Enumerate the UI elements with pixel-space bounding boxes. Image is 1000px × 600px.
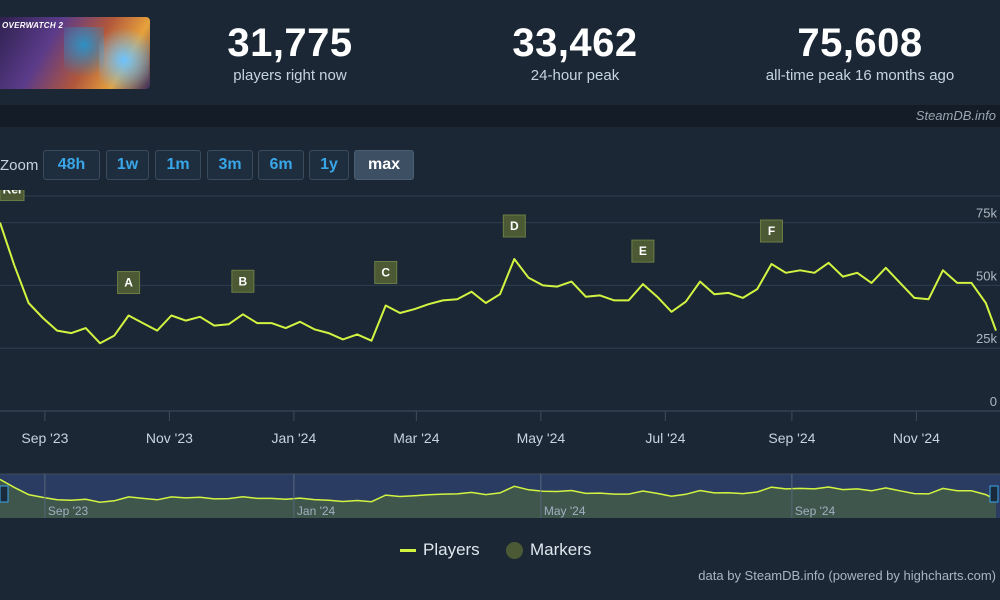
legend-line-icon (400, 548, 416, 552)
x-axis: Sep '23 Nov '23 Jan '24 Mar '24 May '24 Jul '… (21, 411, 940, 446)
marker-flag[interactable]: C (374, 260, 398, 284)
y-tick-label: 75k (976, 206, 997, 221)
marker-flag[interactable]: F (759, 219, 783, 243)
x-tick-label: Nov '24 (893, 430, 940, 446)
legend-markers[interactable]: Markers (506, 540, 591, 560)
y-tick-label: 50k (976, 268, 997, 283)
marker-label: F (768, 224, 775, 238)
navigator-handle-left[interactable] (0, 485, 9, 503)
game-header-image[interactable]: OVERWATCH 2 (0, 17, 150, 89)
players-now-label: players right now (233, 67, 347, 84)
x-tick-label: Nov '23 (146, 430, 193, 446)
all-time-peak-label: all-time peak 16 months ago (765, 67, 955, 84)
marker-label: E (639, 244, 647, 258)
navigator-handle-box (989, 485, 999, 503)
marker-label: Rel (3, 190, 22, 197)
range-navigator[interactable]: Sep '23 Jan '24 May '24 Sep '24 (0, 473, 1000, 518)
players-line (0, 222, 997, 345)
legend-players[interactable]: Players (400, 540, 480, 560)
players-now-stat: 31,775 players right now (200, 20, 380, 86)
daily-peak-stat: 33,462 24-hour peak (485, 20, 665, 86)
zoom-48h-button[interactable]: 48h (43, 150, 100, 180)
navigator-tick-label: Sep '23 (48, 504, 89, 518)
navigator-area (0, 479, 996, 518)
marker-box (374, 260, 398, 284)
game-logo-text: OVERWATCH 2 (2, 21, 64, 30)
marker-box (631, 239, 655, 263)
y-tick-label: 0 (990, 394, 997, 409)
steamdb-brand[interactable]: SteamDB.info (915, 108, 996, 123)
marker-box (502, 214, 526, 238)
marker-flag[interactable]: Rel (0, 190, 25, 202)
marker-label: B (239, 274, 248, 288)
marker-box (231, 269, 255, 293)
marker-label: D (510, 219, 519, 233)
chart-credit[interactable]: data by SteamDB.info (powered by highcha… (698, 568, 996, 583)
marker-box (117, 271, 141, 295)
x-tick-label: Jan '24 (272, 430, 317, 446)
navigator-tick-label: Sep '24 (795, 504, 836, 518)
x-tick-label: Sep '23 (21, 430, 68, 446)
x-tick-label: Sep '24 (768, 430, 815, 446)
marker-box (0, 190, 25, 202)
navigator-tick-label: May '24 (544, 504, 586, 518)
zoom-max-button[interactable]: max (354, 150, 414, 180)
zoom-1y-button[interactable]: 1y (309, 150, 349, 180)
legend-markers-label: Markers (530, 540, 592, 559)
legend-players-label: Players (423, 540, 480, 559)
player-count-chart[interactable]: 0 25k 50k 75k Sep '23 Nov '23 Jan '24 Mar '24 M… (0, 190, 1000, 530)
marker-flag[interactable]: A (117, 271, 141, 295)
navigator-handle-right[interactable] (989, 485, 999, 503)
all-time-peak-value: 75,608 (797, 21, 923, 65)
daily-peak-value: 33,462 (512, 21, 638, 65)
stats-header: OVERWATCH 2 31,775 players right now 33,… (0, 0, 1000, 105)
marker-label: A (124, 276, 133, 290)
art-hero-shape (99, 17, 149, 89)
x-tick-label: Mar '24 (393, 430, 439, 446)
marker-label: C (381, 265, 390, 279)
art-hero-shape (64, 27, 104, 87)
zoom-6m-button[interactable]: 6m (258, 150, 304, 180)
zoom-1m-button[interactable]: 1m (155, 150, 201, 180)
all-time-peak-stat: 75,608 all-time peak 16 months ago (740, 20, 980, 86)
navigator-line (0, 478, 997, 503)
y-tick-label: 25k (976, 331, 997, 346)
legend-dot-icon (506, 541, 523, 559)
y-axis: 0 25k 50k 75k (976, 206, 997, 409)
marker-flag[interactable]: D (502, 214, 526, 238)
players-now-value: 31,775 (227, 21, 353, 65)
brand-bar: SteamDB.info (0, 105, 1000, 127)
event-markers[interactable]: Rel A B C D E F (0, 190, 783, 295)
navigator-tick-label: Jan '24 (297, 504, 336, 518)
marker-flag[interactable]: E (631, 239, 655, 263)
zoom-3m-button[interactable]: 3m (207, 150, 253, 180)
navigator-handle-box (0, 485, 9, 503)
chart-grid (0, 195, 1000, 412)
daily-peak-label: 24-hour peak (530, 67, 620, 84)
zoom-1w-button[interactable]: 1w (106, 150, 149, 180)
x-tick-label: May '24 (517, 430, 566, 446)
chart-legend: Players Markers (0, 540, 1000, 560)
x-tick-label: Jul '24 (645, 430, 685, 446)
zoom-label: Zoom (0, 157, 39, 174)
players-series[interactable] (0, 222, 997, 345)
marker-flag[interactable]: B (231, 269, 255, 293)
marker-box (759, 219, 783, 243)
